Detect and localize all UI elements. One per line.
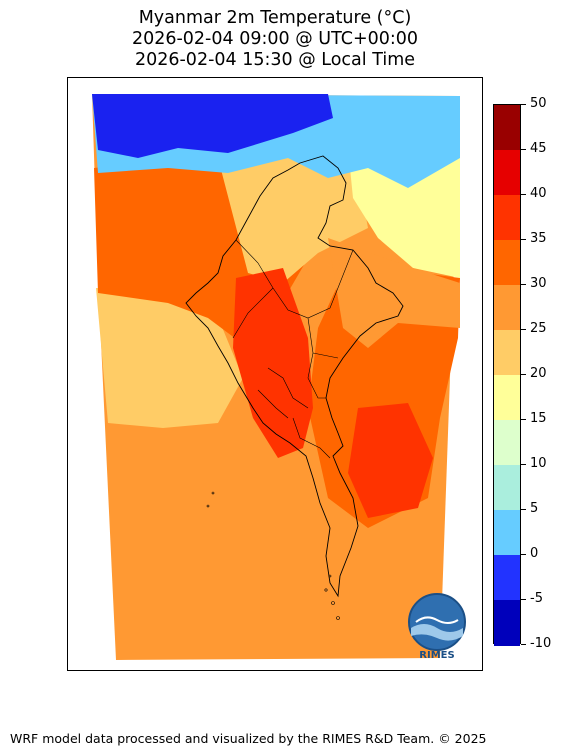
zone-red-southeast	[348, 403, 433, 518]
colorbar-tick-label: 20	[530, 366, 547, 381]
colorbar-tick	[521, 238, 526, 240]
colorbar-segment	[494, 150, 520, 196]
colorbar-tick	[521, 418, 526, 420]
zone-orange-east	[328, 238, 460, 348]
zone-red-central	[233, 268, 313, 458]
colorbar-tick-label: 50	[530, 96, 547, 111]
state-boundaries	[232, 239, 354, 459]
colorbar-tick	[521, 193, 526, 195]
colorbar-tick	[521, 463, 526, 465]
colorbar-segment	[494, 105, 520, 151]
zone-cold-blue	[92, 94, 333, 158]
myanmar-border	[185, 155, 404, 598]
colorbar-tick	[521, 103, 526, 105]
colorbar-tick	[521, 598, 526, 600]
colorbar-segment	[494, 195, 520, 241]
map-panel	[67, 77, 483, 671]
title-line-1: Myanmar 2m Temperature (°C)	[138, 8, 412, 28]
colorbar	[493, 104, 521, 646]
colorbar-tick	[521, 283, 526, 285]
colorbar-segment	[494, 285, 520, 331]
colorbar-tick-label: -10	[530, 636, 552, 651]
rimes-logo: RIMES	[406, 592, 468, 661]
colorbar-segment	[494, 600, 520, 646]
colorbar-tick-label: 5	[530, 501, 539, 516]
colorbar-segment	[494, 375, 520, 421]
colorbar-tick-label: 0	[530, 546, 539, 561]
colorbar-segment	[494, 510, 520, 556]
colorbar-segment	[494, 465, 520, 511]
colorbar-segment	[494, 555, 520, 601]
zone-light-orange-west	[96, 288, 243, 428]
colorbar-tick-label: 30	[530, 276, 547, 291]
colorbar-segment	[494, 420, 520, 466]
title-line-3: 2026-02-04 15:30 @ Local Time	[134, 50, 416, 70]
title-line-2: 2026-02-04 09:00 @ UTC+00:00	[131, 29, 419, 49]
map-title: Myanmar 2m Temperature (°C) 2026-02-04 0…	[0, 8, 550, 71]
temperature-map	[92, 94, 460, 660]
colorbar-tick	[521, 508, 526, 510]
colorbar-tick	[521, 328, 526, 330]
colorbar-tick-label: -5	[530, 591, 543, 606]
southern-islands	[206, 491, 340, 620]
colorbar-segment	[494, 240, 520, 286]
colorbar-segment	[494, 330, 520, 376]
colorbar-tick-label: 10	[530, 456, 547, 471]
colorbar-tick	[521, 553, 526, 555]
colorbar-tick-label: 15	[530, 411, 547, 426]
colorbar-tick-label: 40	[530, 186, 547, 201]
logo-text: RIMES	[419, 650, 454, 660]
colorbar-tick	[521, 643, 526, 645]
colorbar-tick-label: 45	[530, 141, 547, 156]
colorbar-tick	[521, 373, 526, 375]
colorbar-tick-label: 25	[530, 321, 547, 336]
colorbar-tick-label: 35	[530, 231, 547, 246]
colorbar-tick	[521, 148, 526, 150]
footer-credit: WRF model data processed and visualized …	[10, 731, 487, 746]
